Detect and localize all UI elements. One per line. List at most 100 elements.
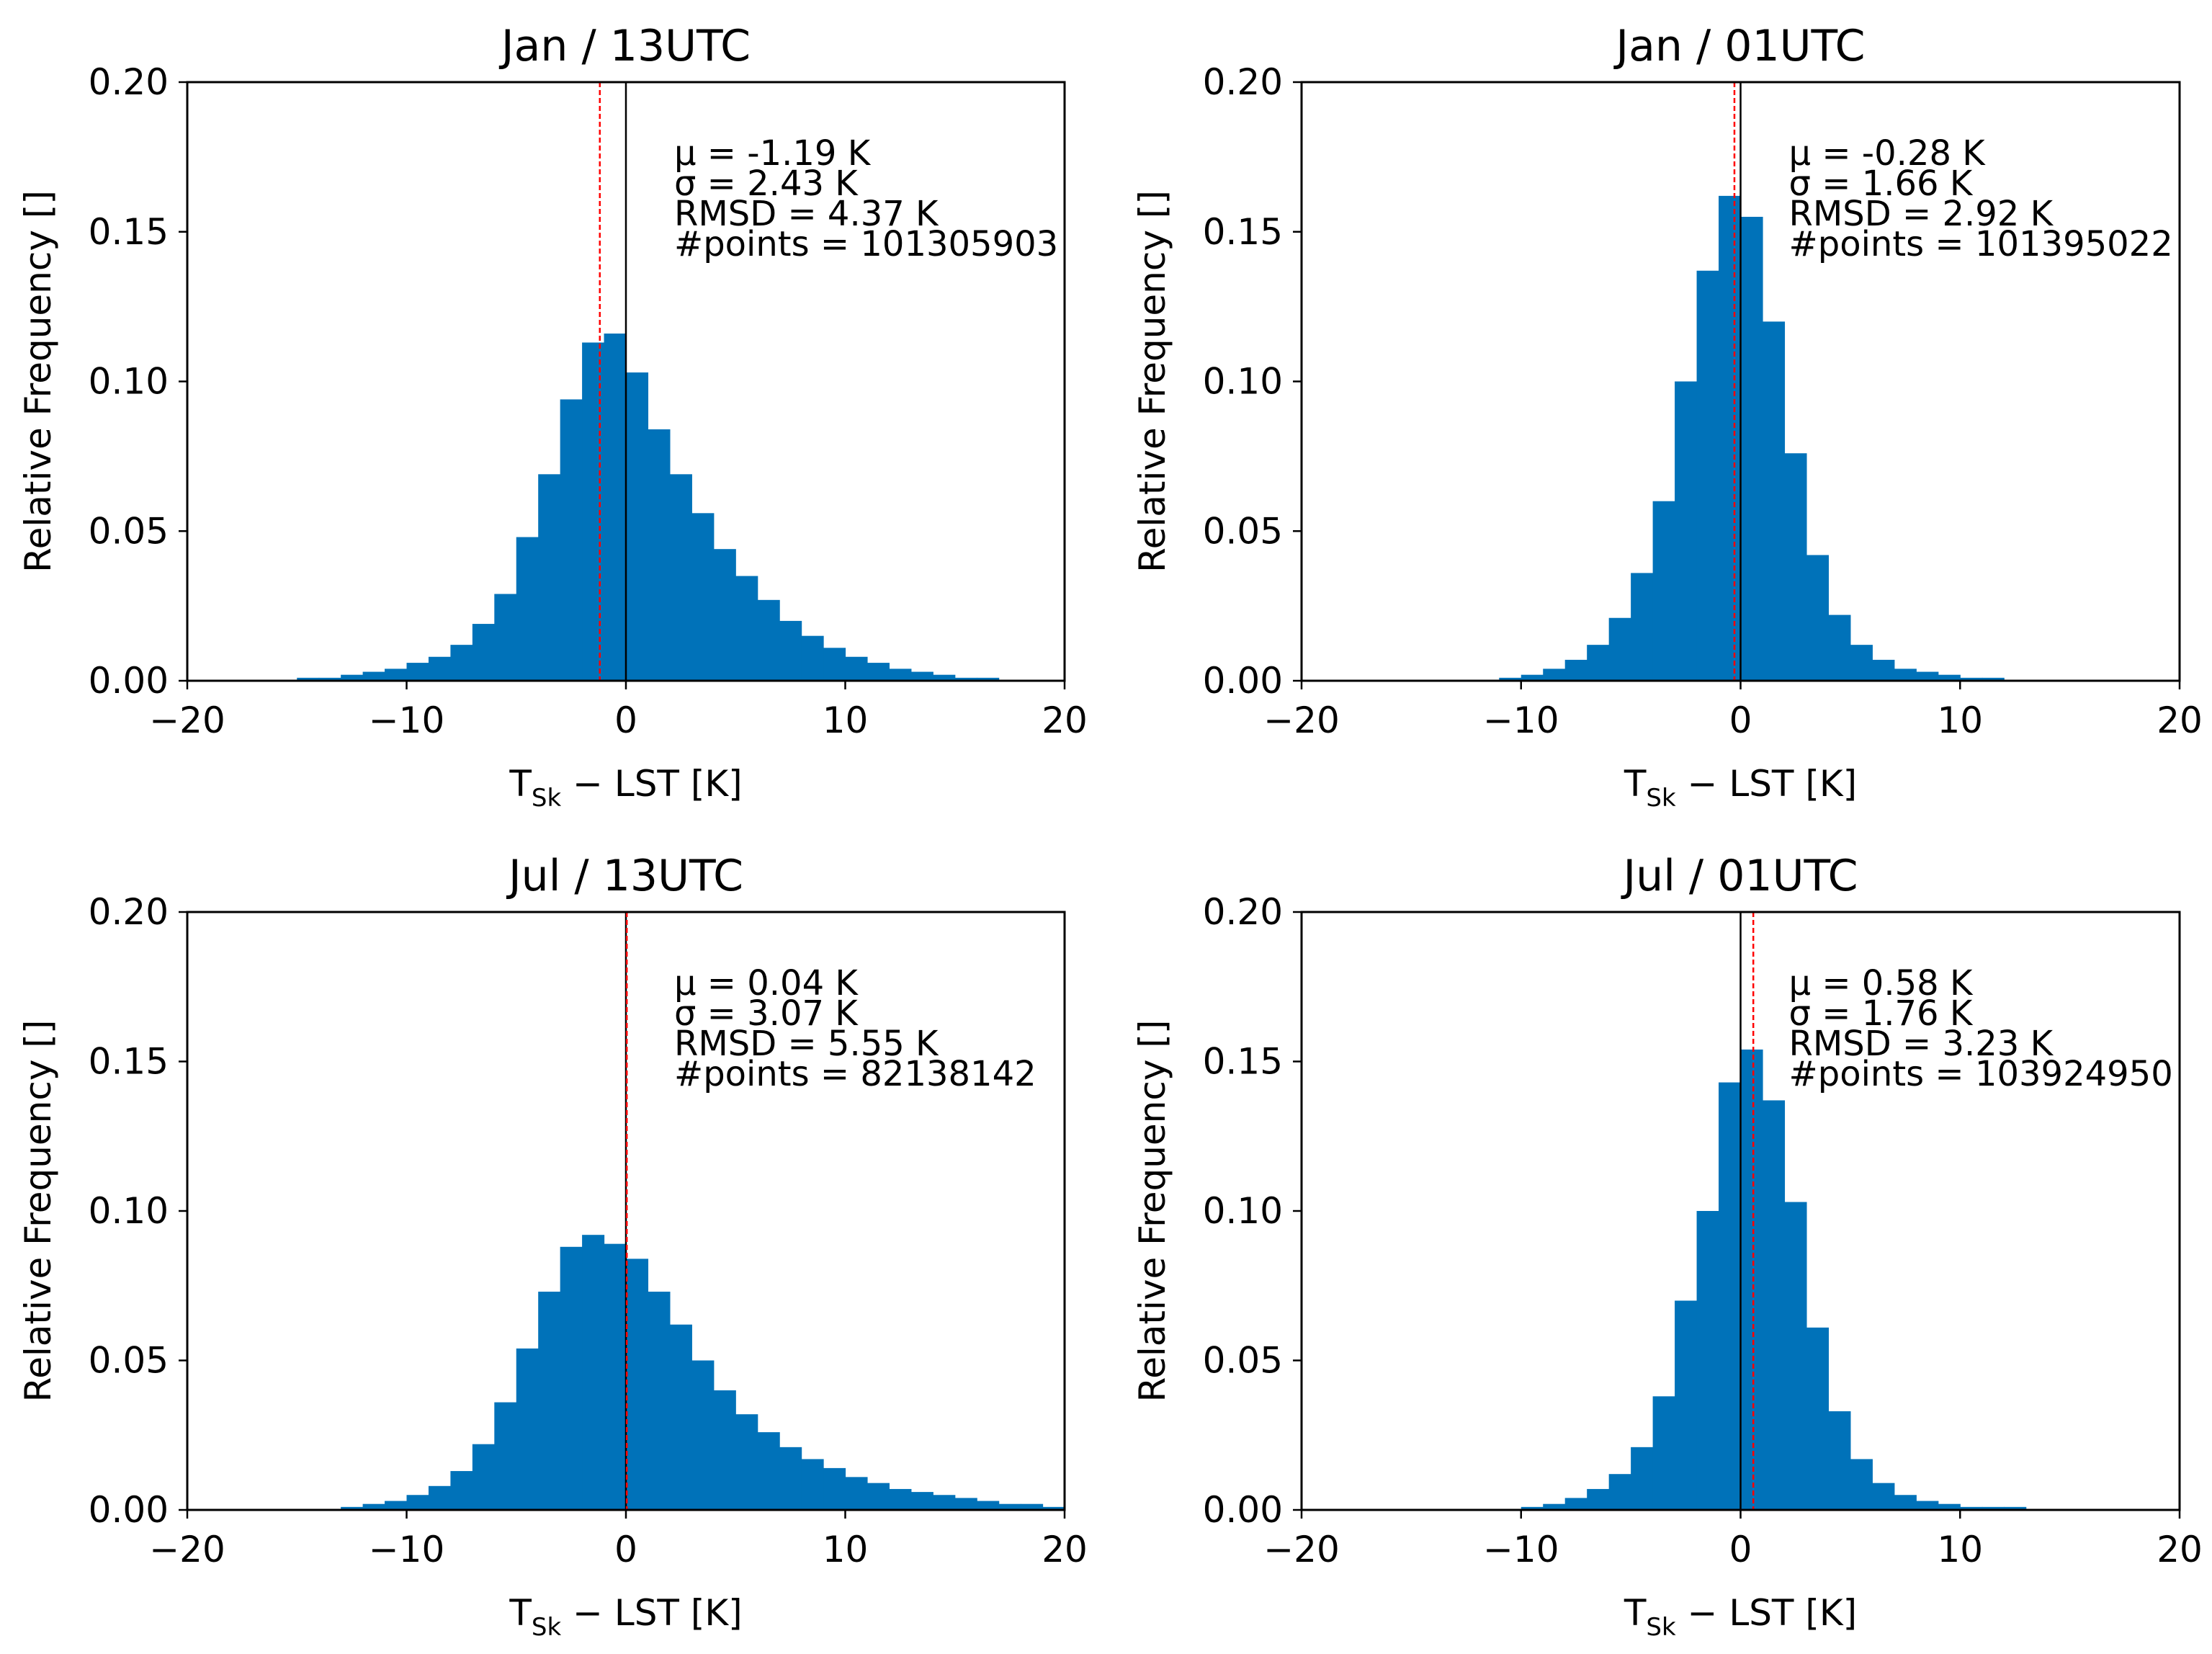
histogram-bar xyxy=(889,669,912,681)
histogram-bar xyxy=(1806,555,1829,681)
y-axis-label: Relative Frequency [] xyxy=(17,1020,59,1403)
histogram-bar xyxy=(516,1348,539,1510)
histogram-bar xyxy=(1872,1483,1895,1510)
histogram-bar xyxy=(1784,453,1807,681)
histogram-bars xyxy=(1499,195,2005,681)
x-tick-label: 0 xyxy=(614,699,637,741)
histogram-bar xyxy=(604,334,627,681)
y-tick-label: 0.05 xyxy=(89,510,169,552)
histogram-bar xyxy=(889,1488,912,1510)
y-tick-label: 0.15 xyxy=(1203,211,1283,253)
histogram-bar xyxy=(538,1292,561,1510)
x-tick-label: 20 xyxy=(2157,699,2203,741)
chart-panel-4: −20 −10 0 10 20 0.00 0.05 0.10 0.15 0.20 Jul / 01U… xyxy=(1132,851,2203,1642)
histogram-bar xyxy=(406,1495,429,1510)
stats-line: μ = 0.04 K xyxy=(674,963,859,1003)
stats-line: μ = -0.28 K xyxy=(1789,133,1987,174)
x-tick-label: 0 xyxy=(614,1529,637,1570)
histogram-bar xyxy=(867,663,890,681)
x-axis-label-subscript: Sk xyxy=(1646,784,1676,813)
histogram-bar xyxy=(1740,1049,1763,1510)
histogram-bar xyxy=(1762,321,1786,681)
histogram-bar xyxy=(604,1243,627,1510)
stats-line: RMSD = 3.23 K xyxy=(1789,1024,2054,1064)
histogram-bars xyxy=(1521,1049,2027,1510)
x-axis-label-main: T xyxy=(509,1592,532,1634)
histogram-bar xyxy=(1719,1082,1742,1510)
histogram-bar xyxy=(1652,1396,1675,1510)
histogram-bar xyxy=(1631,1447,1654,1510)
stats-line: RMSD = 4.37 K xyxy=(674,194,939,234)
histogram-bar xyxy=(428,656,451,681)
histogram-bar xyxy=(1631,573,1654,681)
x-tick-label: −10 xyxy=(369,699,445,741)
histogram-bar xyxy=(1564,1498,1588,1510)
histogram-bar xyxy=(910,671,933,681)
chart-panel-1: −20 −10 0 10 20 0.00 0.05 0.10 0.15 0.20 Jan / 13U… xyxy=(17,21,1088,813)
y-tick-label: 0.15 xyxy=(89,1041,169,1083)
histogram-bar xyxy=(1806,1327,1829,1510)
histogram-bar xyxy=(779,1447,802,1510)
y-tick-label: 0.10 xyxy=(89,1190,169,1232)
x-tick-label: −20 xyxy=(1263,1529,1340,1570)
x-axis-label-subscript: Sk xyxy=(532,1613,562,1642)
x-axis-label-rest: − LST [K] xyxy=(561,763,743,805)
x-axis-label-subscript: Sk xyxy=(532,784,562,813)
histogram-bar xyxy=(582,342,605,681)
y-tick-label: 0.10 xyxy=(1203,361,1283,403)
histogram-bar xyxy=(1696,1211,1719,1510)
histogram-bar xyxy=(691,513,715,681)
histogram-bar xyxy=(1021,1503,1044,1510)
x-axis-label: TSk − LST [K] xyxy=(509,1592,742,1642)
x-tick-label: −20 xyxy=(149,699,225,741)
histogram-bar xyxy=(450,1471,473,1510)
histogram-bar xyxy=(626,1259,649,1510)
histogram-bar xyxy=(648,429,671,681)
y-tick-label: 0.20 xyxy=(89,891,169,933)
histogram-bar xyxy=(779,620,802,681)
y-tick-label: 0.10 xyxy=(1203,1190,1283,1232)
y-tick-label: 0.05 xyxy=(1203,1340,1283,1382)
histogram-bar xyxy=(845,656,868,681)
histogram-bar xyxy=(362,671,385,681)
histogram-bar xyxy=(1608,617,1631,681)
histogram-bar xyxy=(1608,1474,1631,1510)
histogram-bar xyxy=(933,1495,956,1510)
x-tick-label: 0 xyxy=(1729,1529,1752,1570)
y-axis-label: Relative Frequency [] xyxy=(17,190,59,573)
histogram-bar xyxy=(494,1402,517,1510)
histogram-bar xyxy=(1719,195,1742,681)
y-tick-label: 0.00 xyxy=(89,1489,169,1531)
histogram-bar xyxy=(1521,674,1544,681)
stats-line: σ = 2.43 K xyxy=(674,164,859,204)
y-tick-label: 0.00 xyxy=(1203,660,1283,702)
histogram-bar xyxy=(801,1459,824,1510)
histogram-bar xyxy=(954,1498,977,1510)
stats-line: μ = 0.58 K xyxy=(1789,963,1974,1003)
chart-panel-2: −20 −10 0 10 20 0.00 0.05 0.10 0.15 0.20 Jan / 01U… xyxy=(1132,21,2203,813)
stats-line: σ = 1.76 K xyxy=(1789,993,1974,1034)
histogram-bar xyxy=(735,576,758,681)
histogram-bars xyxy=(297,334,1000,681)
histogram-bar xyxy=(1675,1300,1698,1510)
histogram-bar xyxy=(1938,674,1961,681)
histogram-bar xyxy=(1587,645,1610,681)
y-tick-label: 0.15 xyxy=(89,211,169,253)
x-tick-label: 20 xyxy=(1042,699,1088,741)
histogram-bar xyxy=(713,1390,736,1510)
histogram-bar xyxy=(560,1246,583,1510)
histogram-bar xyxy=(1696,270,1719,681)
y-tick-label: 0.20 xyxy=(89,61,169,103)
histogram-bar xyxy=(1872,659,1895,681)
histogram-bar xyxy=(297,677,320,681)
x-axis-label: TSk − LST [K] xyxy=(509,763,742,813)
x-tick-label: 10 xyxy=(1937,1529,1983,1570)
histogram-bar xyxy=(494,594,517,681)
histogram-bar xyxy=(385,669,408,681)
histogram-bar xyxy=(1850,1459,1873,1510)
y-tick-label: 0.05 xyxy=(89,1340,169,1382)
histogram-bar xyxy=(691,1360,715,1510)
histogram-bar xyxy=(1938,1503,1961,1510)
x-axis-label: TSk − LST [K] xyxy=(1624,763,1857,813)
